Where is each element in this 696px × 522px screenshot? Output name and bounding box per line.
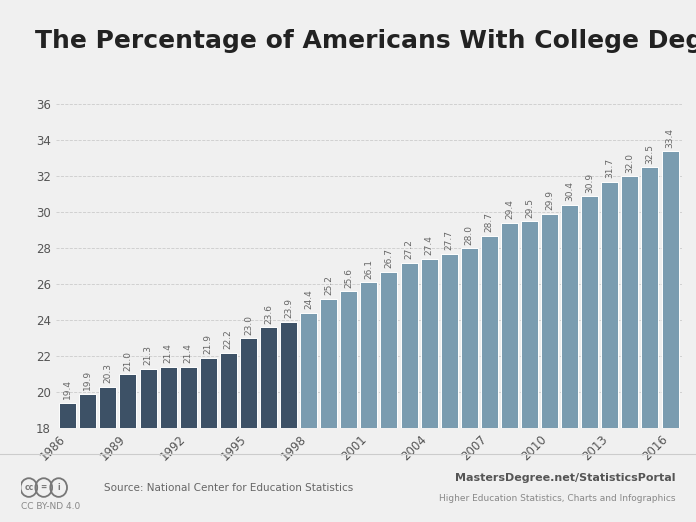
Bar [240,338,257,428]
Text: 21.4: 21.4 [164,343,173,363]
Text: 25.6: 25.6 [345,268,354,288]
Bar [220,352,237,428]
Text: 21.0: 21.0 [123,350,132,371]
Text: 29.5: 29.5 [525,198,534,218]
Text: 33.4: 33.4 [665,127,674,148]
Bar [159,367,177,428]
Text: 32.0: 32.0 [626,153,634,173]
Bar [661,151,679,428]
Bar [280,322,297,428]
Text: 20.3: 20.3 [104,363,112,383]
Bar [501,223,518,428]
Text: 19.4: 19.4 [63,379,72,399]
Bar [521,221,538,428]
Text: 21.4: 21.4 [184,343,193,363]
Bar [461,248,477,428]
Bar [581,196,599,428]
Bar [100,387,116,428]
Text: 28.0: 28.0 [465,224,474,245]
Bar [79,394,96,428]
Text: 23.6: 23.6 [264,304,273,324]
Bar [622,176,638,428]
Text: 21.3: 21.3 [143,345,152,365]
Bar [420,259,438,428]
Text: 27.7: 27.7 [445,230,454,250]
Text: 26.7: 26.7 [384,248,393,268]
Bar [139,369,157,428]
Bar [120,374,136,428]
Text: 30.4: 30.4 [565,182,574,201]
Text: 29.9: 29.9 [545,191,554,210]
Bar [320,299,338,428]
Bar [601,182,618,428]
Text: 19.9: 19.9 [84,370,93,390]
Bar [381,271,397,428]
Text: 27.2: 27.2 [404,239,413,259]
Bar [481,235,498,428]
Bar [200,358,216,428]
Text: 24.4: 24.4 [304,290,313,310]
Bar [441,254,458,428]
Text: MastersDegree.net/StatisticsPortal: MastersDegree.net/StatisticsPortal [454,472,675,483]
Text: 28.7: 28.7 [485,212,494,232]
Bar [260,327,277,428]
Text: CC BY-ND 4.0: CC BY-ND 4.0 [21,502,80,511]
Text: 32.5: 32.5 [645,144,654,164]
Bar [400,263,418,428]
Text: 29.4: 29.4 [505,199,514,219]
Bar [340,291,357,428]
Text: i: i [57,483,60,492]
Bar [541,214,558,428]
Bar [561,205,578,428]
Text: 21.9: 21.9 [204,334,213,354]
Text: Source: National Center for Education Statistics: Source: National Center for Education St… [104,483,354,493]
Text: 22.2: 22.2 [224,329,233,349]
Text: 31.7: 31.7 [606,158,615,178]
Text: The Percentage of Americans With College Degrees: The Percentage of Americans With College… [35,29,696,53]
Text: =: = [40,483,47,492]
Bar [59,403,77,428]
Text: 30.9: 30.9 [585,172,594,193]
Text: 26.1: 26.1 [365,259,373,279]
Bar [642,168,658,428]
Text: 23.9: 23.9 [284,299,293,318]
Bar [180,367,197,428]
Text: 25.2: 25.2 [324,275,333,295]
Bar [300,313,317,428]
Text: Higher Education Statistics, Charts and Infographics: Higher Education Statistics, Charts and … [438,494,675,503]
Text: 27.4: 27.4 [425,235,434,255]
Text: cc: cc [24,483,33,492]
Text: 23.0: 23.0 [244,315,253,335]
Bar [361,282,377,428]
